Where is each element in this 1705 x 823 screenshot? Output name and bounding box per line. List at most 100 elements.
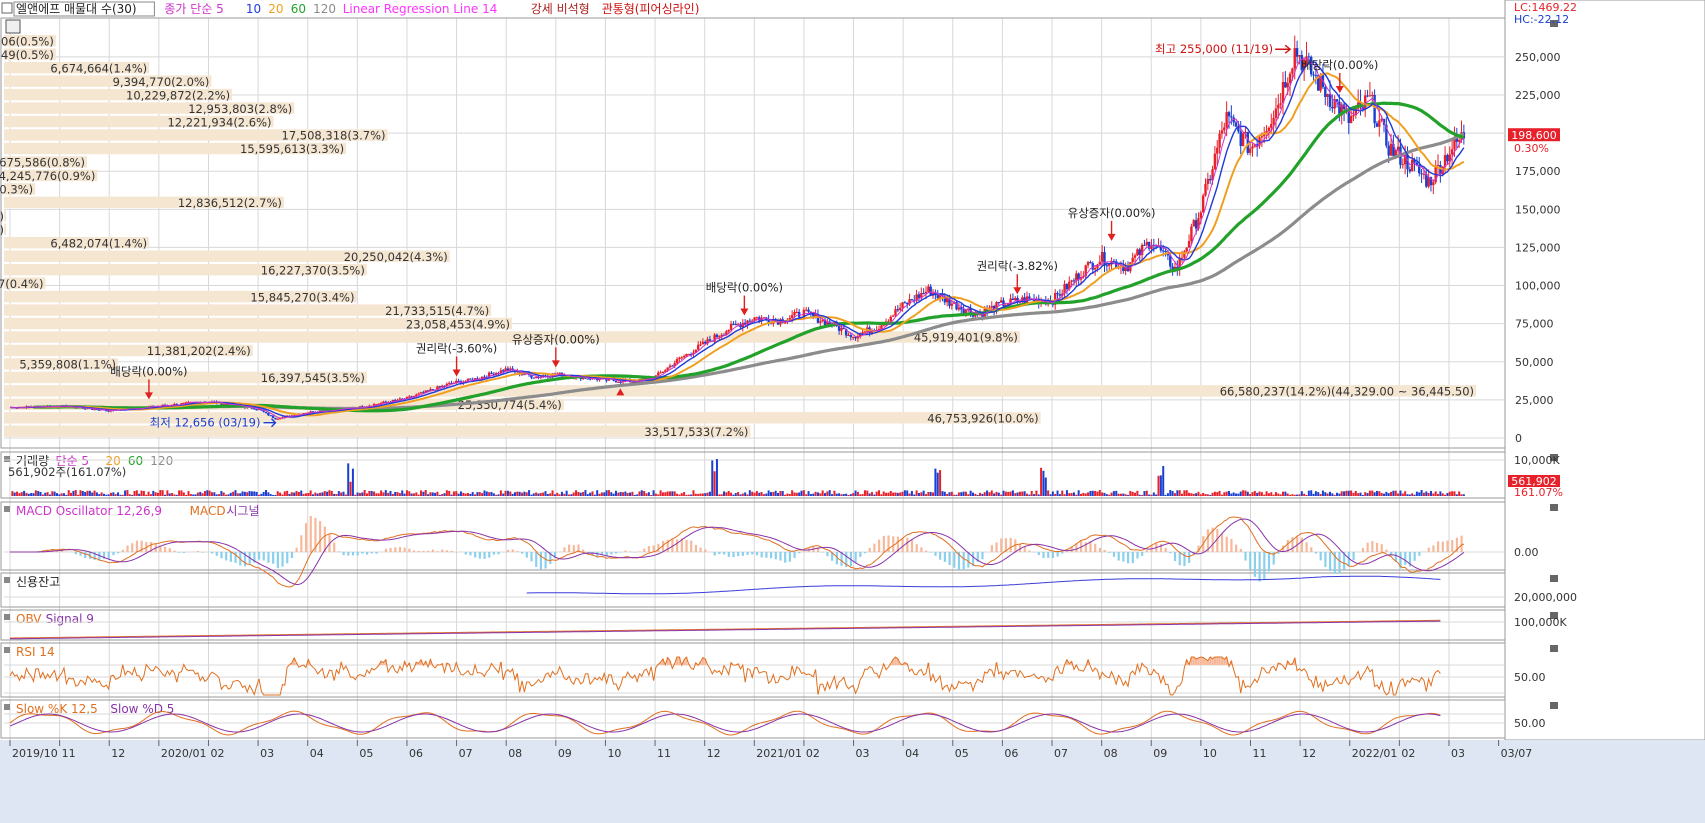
candle-body — [1164, 251, 1167, 253]
volume-profile-label: 2,110,206(0.5%) — [0, 34, 54, 48]
volume-bar — [1094, 490, 1097, 496]
volume-bar — [1129, 490, 1132, 496]
volume-bar — [781, 491, 784, 496]
candle-body — [1354, 108, 1358, 116]
volume-bar — [279, 492, 282, 496]
volume-bar — [1230, 493, 1233, 496]
candle-body — [1387, 145, 1390, 156]
volume-bar — [1343, 491, 1346, 496]
panel-legend-square-icon[interactable] — [4, 506, 10, 512]
volume-bar — [654, 493, 657, 496]
volume-profile-label: 3,675,586(0.8%) — [0, 156, 85, 170]
macd-osc-bar — [1056, 552, 1059, 557]
macd-osc-bar — [93, 552, 96, 560]
panel-menu-icon[interactable] — [1, 2, 13, 14]
volume-bar — [1077, 490, 1080, 496]
volume-bar — [732, 494, 735, 496]
panel-toggle-icon[interactable] — [1550, 702, 1558, 709]
macd-osc-bar — [1319, 552, 1322, 561]
macd-osc-bar — [427, 550, 430, 552]
candle-body — [1086, 262, 1090, 266]
volume-bar — [758, 492, 761, 496]
candle-body — [1180, 257, 1184, 259]
macd-osc-bar — [168, 548, 171, 552]
volume-bar — [1385, 491, 1388, 496]
macd-osc-bar — [276, 552, 279, 569]
volume-bar — [943, 491, 946, 496]
candle-body — [1439, 165, 1442, 175]
volume-bar — [81, 490, 84, 496]
panel-legend-square-icon[interactable] — [4, 614, 10, 620]
macd-osc-bar — [741, 552, 745, 556]
volume-bar — [866, 490, 869, 496]
panel-legend-square-icon[interactable] — [4, 577, 10, 583]
volume-bar — [638, 491, 641, 496]
volume-bar — [838, 493, 841, 496]
time-axis-label: 2020/01 — [161, 747, 207, 760]
volume-bar — [734, 493, 737, 496]
volume-bar — [1202, 492, 1205, 496]
macd-osc-bar — [1225, 536, 1228, 552]
panel-legend-item: Slow %K 12,5 — [16, 702, 98, 716]
time-axis-label: 11 — [1252, 747, 1266, 760]
candle-body — [814, 314, 817, 317]
panel-toggle-icon[interactable] — [1550, 575, 1558, 582]
macd-osc-bar — [60, 550, 63, 552]
volume-bar — [1411, 493, 1414, 496]
macd-osc-bar — [802, 551, 806, 552]
candle-body — [704, 341, 707, 344]
candle-body — [734, 324, 737, 326]
table-view-icon[interactable] — [5, 19, 21, 34]
volume-profile-label: 2,231,249(0.5%) — [0, 48, 54, 62]
volume-bar — [1373, 492, 1376, 496]
volume-bar — [990, 490, 993, 496]
volume-profile-label: 11,381,202(2.4%) — [147, 344, 251, 358]
macd-osc-bar — [1023, 546, 1026, 552]
volume-bar — [861, 494, 864, 496]
candle-body — [1394, 149, 1397, 156]
volume-bar — [363, 490, 366, 496]
high-arrow-icon — [1275, 44, 1292, 54]
volume-bar — [692, 490, 695, 496]
candle-body — [1009, 298, 1012, 304]
volume-bar — [124, 490, 127, 496]
candle-body — [227, 403, 230, 405]
candle-body — [1199, 212, 1203, 219]
volume-bar — [730, 492, 733, 496]
candle-body — [1331, 106, 1334, 109]
macd-osc-bar — [652, 545, 655, 552]
volume-bar — [1256, 492, 1259, 496]
candle-body — [666, 367, 669, 371]
title-box — [13, 1, 155, 17]
ma10-line — [9, 61, 1465, 418]
candle-body — [694, 349, 698, 353]
macd-osc-bar — [925, 550, 928, 552]
panel-legend-square-icon[interactable] — [4, 456, 10, 462]
panel-toggle-icon[interactable] — [1550, 454, 1558, 461]
panel-toggle-icon[interactable] — [1550, 504, 1558, 511]
candle-body — [558, 372, 561, 374]
candle-body — [83, 408, 87, 410]
candle-body — [788, 317, 791, 320]
panel-toggle-icon[interactable] — [1550, 612, 1558, 619]
panel-toggle-icon[interactable] — [1550, 20, 1558, 27]
candle-body — [840, 327, 843, 331]
candle-body — [607, 378, 611, 381]
volume-bar — [1390, 491, 1393, 496]
volume-bar — [586, 494, 589, 496]
macd-osc-bar — [1197, 545, 1200, 552]
volume-bar — [971, 492, 974, 496]
macd-osc-bar — [1239, 548, 1242, 552]
candle-body — [1068, 281, 1071, 290]
candle-body — [1380, 118, 1383, 121]
panel-toggle-icon[interactable] — [1550, 645, 1558, 652]
volume-bar — [495, 494, 498, 496]
time-axis-label: 11 — [657, 747, 671, 760]
macd-osc-bar — [572, 545, 575, 552]
panel-legend-square-icon[interactable] — [4, 647, 10, 653]
volume-bar — [1232, 492, 1235, 496]
volume-bar — [626, 493, 629, 496]
panel-legend-square-icon[interactable] — [4, 704, 10, 710]
candle-body — [1053, 293, 1057, 305]
